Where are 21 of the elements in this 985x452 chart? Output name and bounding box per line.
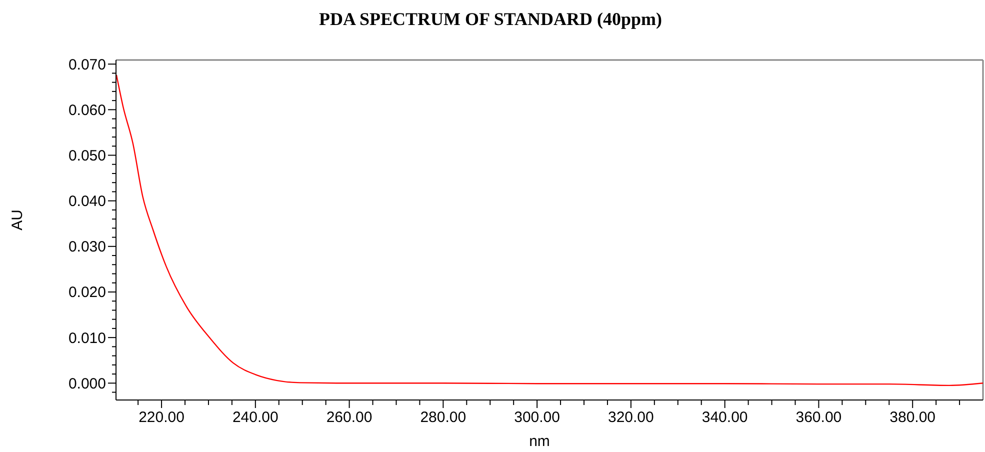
y-tick-label: 0.020 bbox=[68, 284, 106, 302]
y-tick-label: 0.040 bbox=[68, 193, 106, 210]
x-tick-label: 260.00 bbox=[326, 409, 372, 426]
y-tick-label: 0.050 bbox=[68, 148, 106, 165]
line-series bbox=[116, 74, 983, 386]
x-tick-label: 320.00 bbox=[608, 409, 654, 426]
x-tick-label: 300.00 bbox=[514, 409, 560, 426]
y-tick-label: 0.070 bbox=[68, 56, 106, 74]
x-tick-label: 360.00 bbox=[796, 409, 842, 426]
y-tick-label: 0.010 bbox=[68, 330, 106, 347]
x-tick-label: 340.00 bbox=[702, 409, 748, 426]
x-tick-label: 220.00 bbox=[138, 409, 184, 426]
x-axis-title: nm bbox=[529, 433, 550, 450]
y-tick-label: 0.030 bbox=[68, 238, 106, 256]
y-tick-label: 0.000 bbox=[68, 375, 106, 392]
x-tick-label: 380.00 bbox=[890, 409, 936, 426]
y-tick-label: 0.060 bbox=[68, 102, 106, 119]
x-tick-label: 280.00 bbox=[420, 409, 466, 426]
x-tick-label: 240.00 bbox=[232, 409, 278, 426]
chart-title: PDA SPECTRUM OF STANDARD (40ppm) bbox=[318, 9, 662, 29]
y-axis-title: AU bbox=[9, 210, 26, 230]
